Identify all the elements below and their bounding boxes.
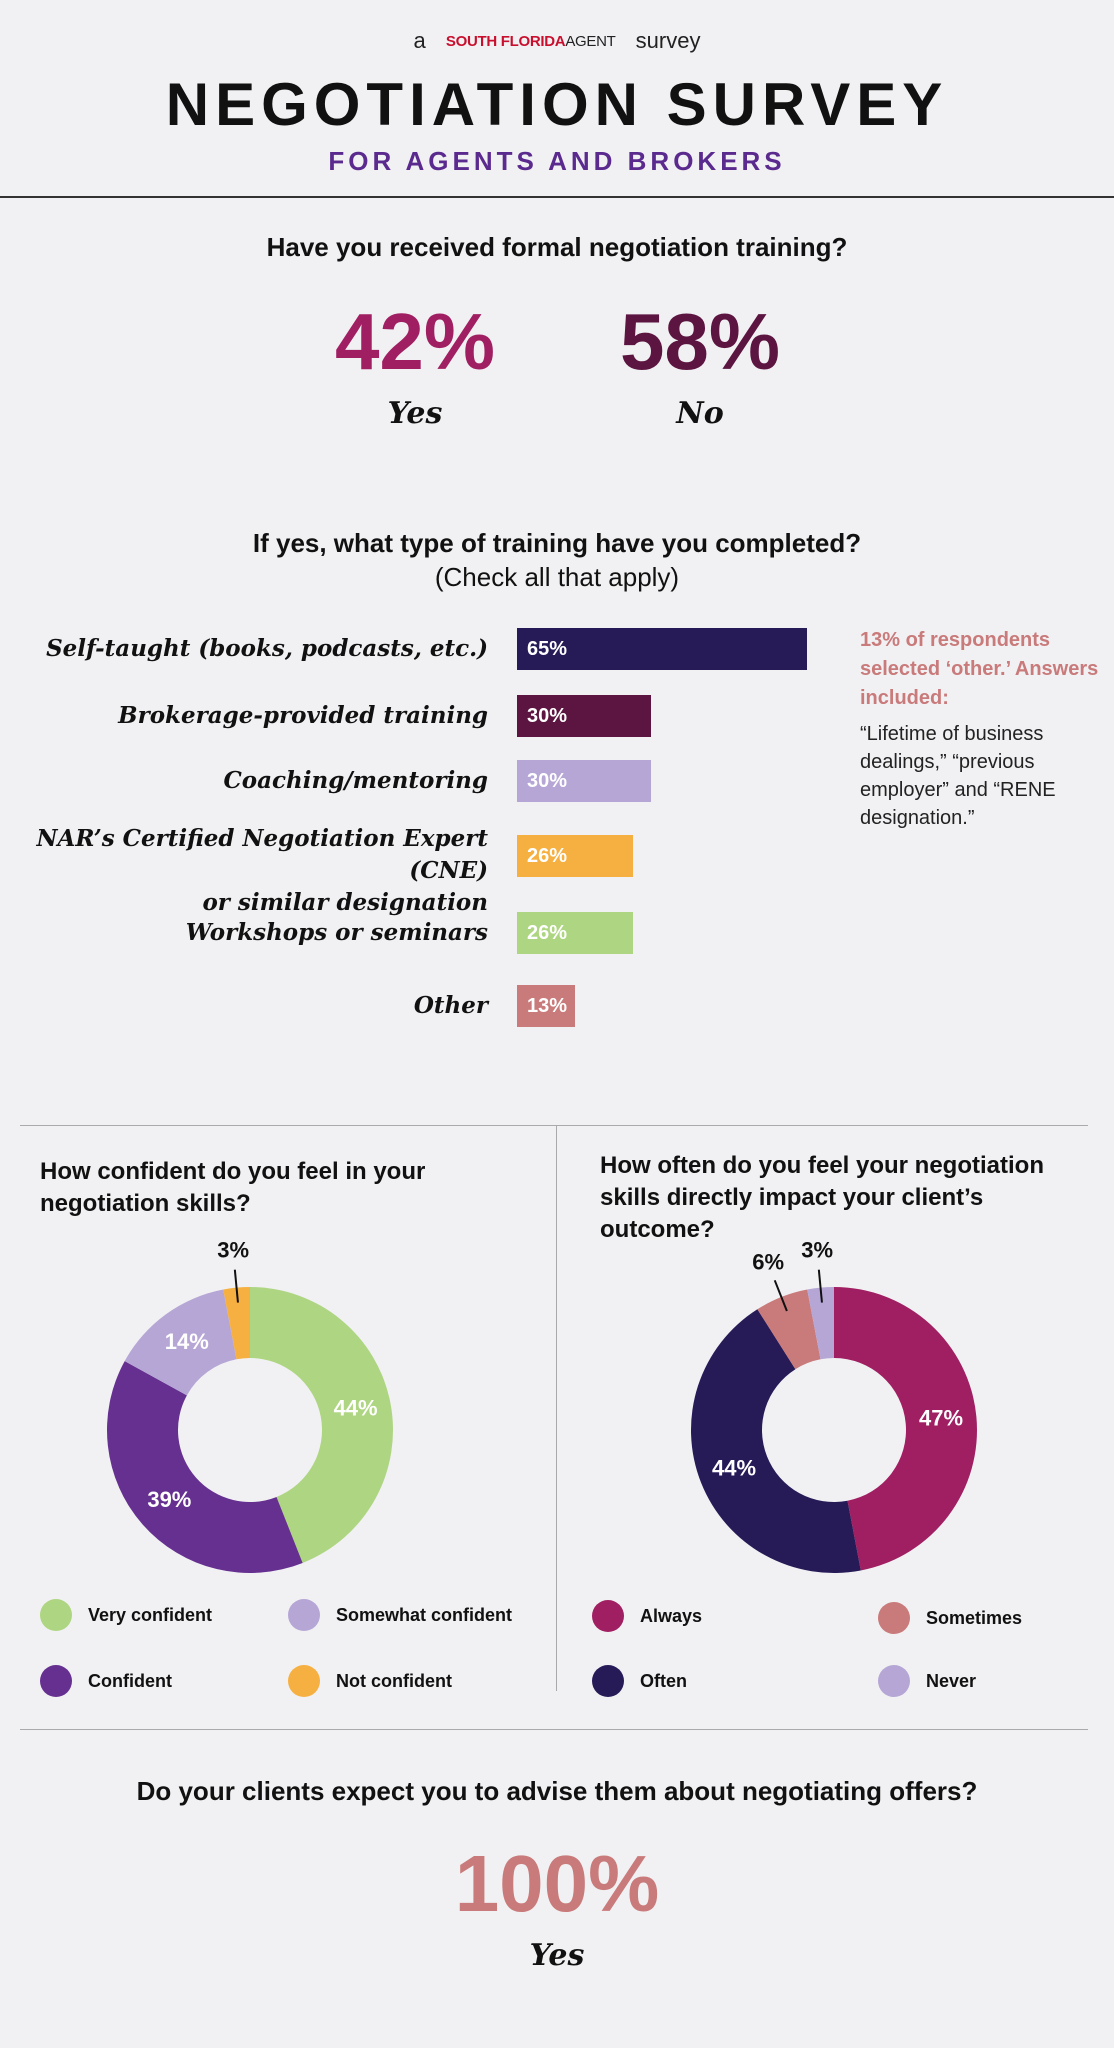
q1-no-label: No [676, 396, 724, 431]
brand-logo-main: SOUTH FLORIDA [445, 33, 566, 50]
bar-value-label: 30% [527, 770, 568, 792]
impact-donut-chart: 47% 44% 6% 3% [691, 1238, 977, 1573]
legend-item: Very confident [40, 1599, 212, 1631]
bar: 30% [517, 760, 651, 802]
q5-question: Do your clients expect you to advise the… [136, 1776, 978, 1806]
legend-label: Sometimes [926, 1607, 1023, 1628]
donut-value-label: 3% [217, 1238, 249, 1263]
bar: 26% [517, 835, 633, 877]
legend-swatch [40, 1599, 72, 1631]
section-divider-bottom [20, 1729, 1088, 1730]
legend-label: Often [640, 1670, 687, 1691]
q3-question: How confident do you feel in your negoti… [40, 1158, 426, 1217]
q1-yes-label: Yes [387, 396, 443, 431]
legend-swatch [592, 1600, 624, 1632]
panel-divider [556, 1125, 557, 1691]
bar-value-label: 65% [527, 638, 568, 660]
donut-value-label: 44% [712, 1455, 756, 1480]
legend-swatch [288, 1665, 320, 1697]
other-note-body: “Lifetime of business dealings,” “previo… [860, 723, 1056, 829]
legend-label: Never [926, 1670, 977, 1691]
legend-label: Not confident [336, 1670, 452, 1691]
donut-slice-very-confident [250, 1287, 394, 1563]
legend-swatch [288, 1599, 320, 1631]
bar-category-label: Coaching/mentoring [223, 767, 488, 794]
section-divider-top [20, 1125, 1088, 1126]
bar-category-label: Brokerage-provided training [118, 702, 488, 729]
legend-item: Often [592, 1665, 687, 1697]
other-note-heading: 13% of respondents selected ‘other.’ Ans… [860, 629, 1099, 709]
legend-swatch [40, 1665, 72, 1697]
confidence-donut-chart: 44% 39% 14% 3% [106, 1238, 394, 1573]
donut-value-label: 6% [752, 1249, 784, 1274]
bar-category-label: Workshops or seminars [185, 919, 488, 946]
donut-leader-line [773, 1279, 788, 1312]
bar-category-label: NAR’s Certified Negotiation Expert (CNE)… [36, 825, 488, 916]
bar-value-label: 13% [527, 995, 568, 1017]
legend-swatch [878, 1665, 910, 1697]
donut-value-label: 14% [165, 1329, 209, 1354]
q4-question: How often do you feel your negotiation s… [600, 1152, 1044, 1243]
donut-value-label: 44% [334, 1396, 378, 1421]
q1-question: Have you received formal negotiation tra… [266, 232, 848, 262]
q1-yes-percent: 42% [334, 297, 496, 386]
bar-value-label: 30% [527, 705, 568, 727]
legend-item: Somewhat confident [288, 1599, 512, 1631]
bar-category-label: Self-taught (books, podcasts, etc.) [46, 635, 488, 662]
header-divider [0, 196, 1114, 198]
bar: 13% [517, 985, 575, 1027]
q5-percent: 100% [454, 1839, 660, 1928]
q1-no-percent: 58% [619, 297, 781, 386]
donut-slice-confident [106, 1361, 303, 1573]
legend-swatch [878, 1602, 910, 1634]
legend-item: Sometimes [878, 1602, 1022, 1634]
legend-label: Always [640, 1605, 703, 1626]
donut-leader-line [233, 1269, 239, 1303]
legend-item: Confident [40, 1665, 172, 1697]
bar-category-label: Other [413, 992, 488, 1019]
q2-question: If yes, what type of training have you c… [252, 528, 862, 558]
page-subtitle: FOR AGENTS AND BROKERS [328, 146, 786, 176]
legend-label: Very confident [88, 1604, 213, 1625]
page-title: NEGOTIATION SURVEY [165, 71, 949, 138]
legend-label: Somewhat confident [336, 1604, 513, 1625]
donut-slice-not-confident [223, 1287, 250, 1360]
legend-item: Not confident [288, 1665, 452, 1697]
legend-item: Never [878, 1665, 976, 1697]
donut-slice-never [807, 1287, 834, 1360]
bar: 65% [517, 628, 807, 670]
donut-slice-often [691, 1309, 861, 1573]
bar: 26% [517, 912, 633, 954]
bar-value-label: 26% [527, 922, 568, 944]
legend-label: Confident [88, 1670, 172, 1691]
bar: 30% [517, 695, 651, 737]
q5-label: Yes [529, 1938, 585, 1973]
legend-swatch [592, 1665, 624, 1697]
donut-leader-line [817, 1269, 823, 1303]
q2-hint: (Check all that apply) [434, 562, 680, 592]
donut-slice-somewhat-confident [124, 1289, 237, 1396]
brand-logo-sub: AGENT [565, 33, 616, 50]
brand-logo: SOUTH FLORIDAAGENT [446, 33, 616, 50]
donut-value-label: 39% [147, 1487, 191, 1512]
byline: a SOUTH FLORIDAAGENT survey [0, 28, 1114, 54]
byline-suffix: survey [635, 28, 701, 53]
byline-prefix: a [413, 28, 426, 53]
bar-value-label: 26% [527, 845, 568, 867]
donut-slice-always [834, 1287, 977, 1571]
legend-item: Always [592, 1600, 702, 1632]
donut-value-label: 3% [801, 1238, 833, 1263]
donut-value-label: 47% [919, 1406, 963, 1431]
donut-slice-sometimes [757, 1289, 821, 1370]
